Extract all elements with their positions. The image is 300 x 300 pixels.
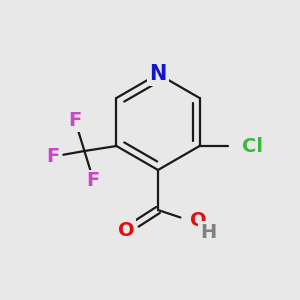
Text: O: O [118,220,134,239]
Text: N: N [149,64,167,84]
Text: Cl: Cl [242,136,262,155]
Text: F: F [86,172,99,190]
Text: O: O [190,211,207,230]
Text: F: F [68,112,81,130]
Text: H: H [200,223,216,242]
Text: F: F [46,146,59,166]
